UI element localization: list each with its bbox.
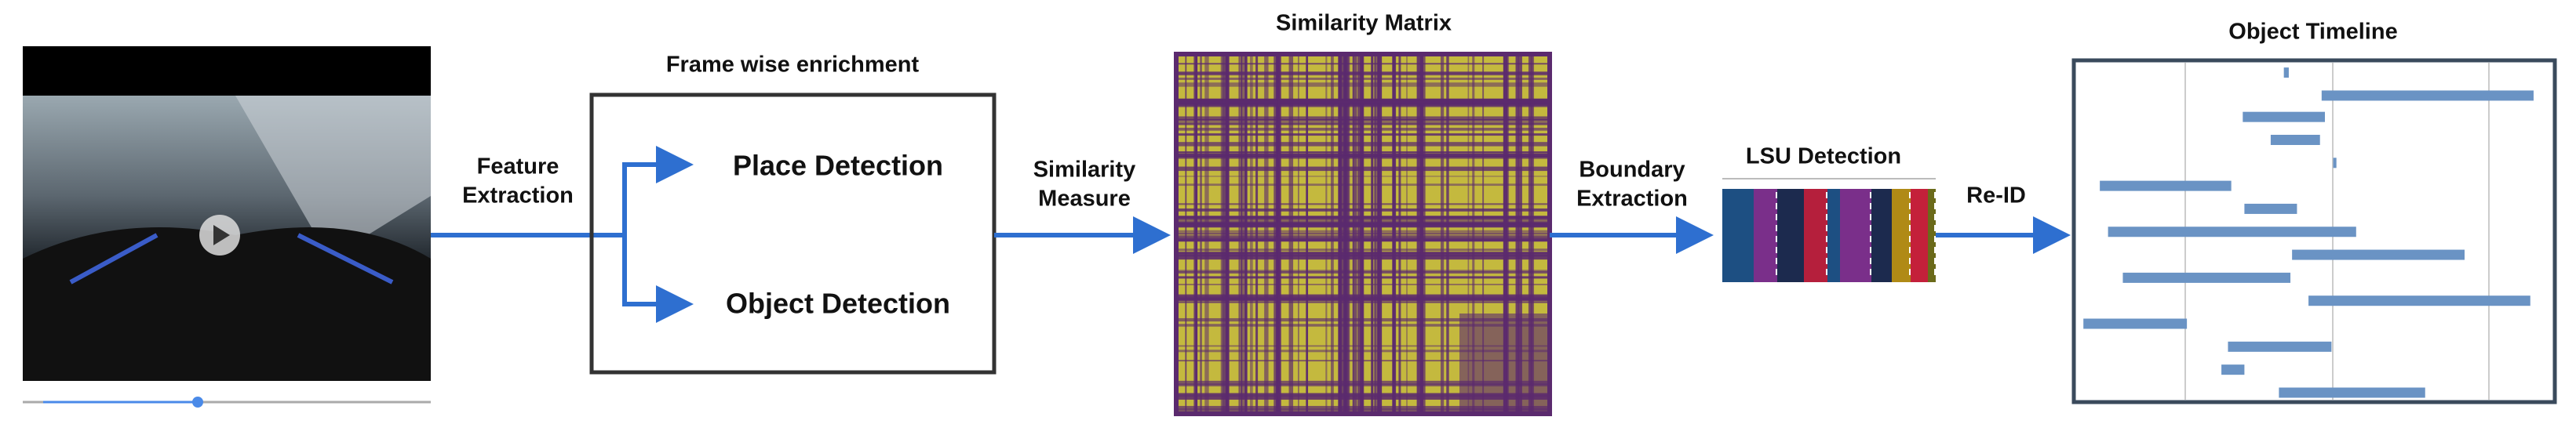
lsu-segment	[1840, 189, 1871, 282]
matrix-row	[1176, 155, 1550, 159]
object-timeline	[2071, 58, 2557, 404]
matrix-row	[1176, 166, 1550, 172]
timeline-bar	[2333, 158, 2337, 169]
video-car	[23, 227, 431, 381]
matrix-col	[1277, 54, 1281, 414]
reid-label: Re-ID	[1966, 183, 2026, 208]
matrix-row	[1176, 100, 1550, 105]
timeline-bar	[2321, 90, 2534, 101]
play-icon	[213, 225, 230, 245]
timeline-bar	[2221, 364, 2245, 375]
timeline-bar	[2083, 318, 2188, 329]
video-top-bar	[23, 46, 431, 96]
timeline-bar	[2228, 341, 2332, 352]
feature-label-2: Extraction	[462, 183, 574, 208]
timeline-bar	[2244, 203, 2297, 214]
matrix-col	[1515, 54, 1519, 414]
lsu-segment	[1911, 189, 1928, 282]
lsu-segment	[1804, 189, 1827, 282]
feature-label-1: Feature	[477, 154, 559, 179]
lsu-segment	[1871, 189, 1892, 282]
enrichment-title: Frame wise enrichment	[666, 53, 920, 78]
boundary-label-2: Extraction	[1576, 187, 1688, 212]
lsu-segment	[1754, 189, 1777, 282]
matrix-row	[1176, 324, 1550, 327]
boundary-label-1: Boundary	[1579, 158, 1685, 183]
matrix-row	[1176, 73, 1550, 76]
matrix-row	[1176, 296, 1550, 299]
matrix-row	[1176, 121, 1550, 125]
place-detection: Place Detection	[733, 150, 943, 182]
lsu-strip	[1722, 189, 1936, 282]
lsu-segment	[1827, 189, 1840, 282]
matrix-col	[1222, 54, 1227, 414]
matrix-row	[1176, 128, 1550, 131]
matrix-col	[1472, 54, 1475, 414]
matrix-row	[1176, 103, 1550, 107]
matrix-row	[1176, 252, 1550, 254]
timeline-bar	[2279, 387, 2425, 398]
matrix-col	[1225, 54, 1230, 414]
matrix-col	[1374, 54, 1376, 414]
lsu-segment	[1777, 189, 1804, 282]
matrix-col	[1503, 54, 1508, 414]
lsu-segment	[1722, 189, 1754, 282]
timeline-bar	[2100, 180, 2232, 191]
matrix-row	[1176, 380, 1550, 386]
lsu-title: LSU Detection	[1746, 144, 1901, 169]
object-detection: Object Detection	[726, 288, 950, 320]
matrix-col	[1344, 54, 1348, 414]
timeline-bar	[2243, 111, 2326, 122]
similarity-matrix	[1174, 52, 1552, 416]
matrix-block	[1459, 314, 1550, 414]
matrix-col	[1325, 54, 1328, 414]
timeline-title: Object Timeline	[2228, 20, 2397, 45]
matrix-title: Similarity Matrix	[1276, 11, 1452, 36]
matrix-row	[1176, 360, 1550, 362]
matrix-row	[1176, 203, 1550, 205]
timeline-bar	[2292, 249, 2465, 260]
matrix-row	[1176, 393, 1550, 397]
timeline-bar	[2122, 272, 2291, 283]
matrix-row	[1176, 350, 1550, 353]
matrix-row	[1176, 222, 1550, 226]
timeline-bar	[2283, 67, 2289, 78]
matrix-col	[1298, 54, 1299, 414]
matrix-row	[1176, 408, 1550, 412]
enrichment-box	[589, 92, 997, 375]
matrix-col	[1530, 54, 1535, 414]
similarity-label-1: Similarity	[1033, 158, 1136, 183]
matrix-row	[1176, 232, 1550, 235]
video-thumbnail	[23, 46, 431, 408]
progress-handle[interactable]	[192, 397, 203, 408]
timeline-bar	[2108, 227, 2356, 237]
timeline-bar	[2308, 295, 2530, 306]
lsu-segment	[1928, 189, 1936, 282]
matrix-col	[1354, 54, 1357, 414]
video-car-lights	[69, 233, 394, 285]
lsu-segment	[1892, 189, 1911, 282]
timeline-bar	[2270, 134, 2320, 145]
matrix-col	[1446, 54, 1449, 414]
similarity-label-2: Measure	[1038, 187, 1131, 212]
video-stands	[235, 96, 431, 259]
